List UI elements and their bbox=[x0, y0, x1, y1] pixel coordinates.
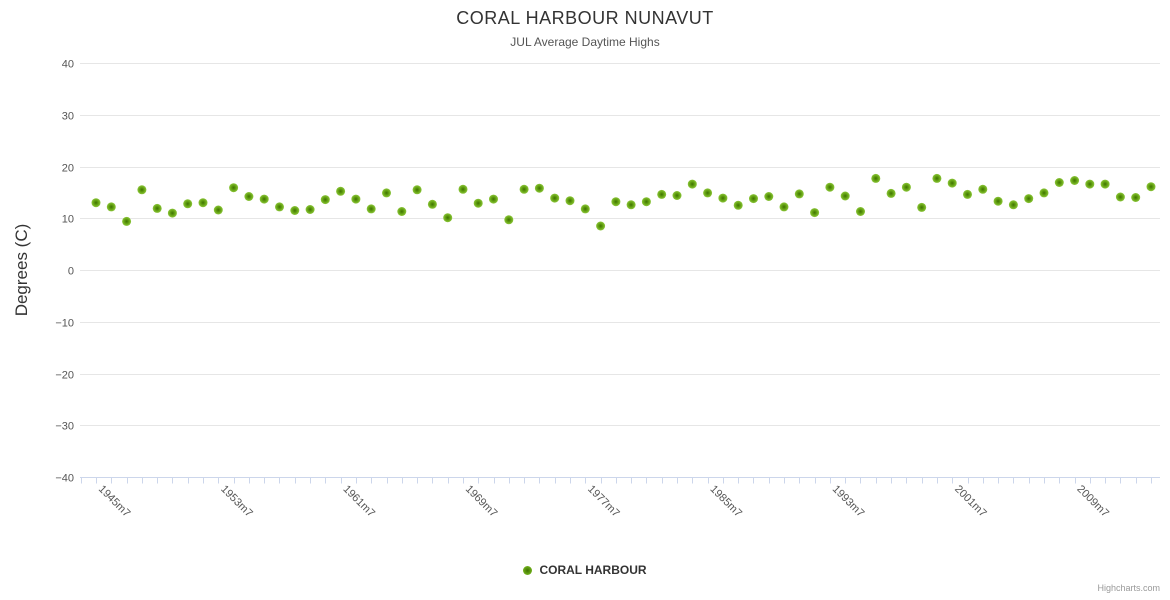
data-point[interactable] bbox=[397, 207, 407, 216]
data-point[interactable] bbox=[229, 183, 239, 193]
data-point[interactable] bbox=[1070, 176, 1080, 185]
data-point[interactable] bbox=[244, 192, 254, 201]
data-point[interactable] bbox=[1008, 200, 1018, 210]
data-point[interactable] bbox=[412, 185, 422, 195]
y-axis-tick-label: −30 bbox=[55, 421, 74, 433]
chart-title: CORAL HARBOUR NUNAVUT bbox=[456, 8, 714, 28]
data-point[interactable] bbox=[1100, 179, 1110, 189]
y-axis-tick-label: 0 bbox=[68, 266, 74, 278]
data-point[interactable] bbox=[871, 173, 881, 183]
data-point[interactable] bbox=[993, 196, 1003, 206]
y-axis-tick-label: 10 bbox=[62, 214, 74, 226]
data-point[interactable] bbox=[534, 183, 544, 193]
data-point[interactable] bbox=[1115, 192, 1125, 202]
data-point[interactable] bbox=[856, 207, 865, 216]
x-axis-tick-label: 1953m7 bbox=[218, 483, 255, 520]
data-point[interactable] bbox=[213, 205, 223, 215]
data-point[interactable] bbox=[1146, 182, 1156, 192]
data-point[interactable] bbox=[427, 199, 437, 209]
data-point[interactable] bbox=[825, 182, 835, 192]
data-point[interactable] bbox=[366, 204, 376, 214]
data-point[interactable] bbox=[351, 194, 361, 204]
x-axis-tick-label: 2001m7 bbox=[952, 483, 989, 520]
data-point[interactable] bbox=[137, 185, 147, 195]
y-axis-tick-label: −20 bbox=[55, 370, 74, 382]
data-point[interactable] bbox=[259, 194, 269, 204]
data-point[interactable] bbox=[550, 193, 560, 203]
data-point[interactable] bbox=[641, 197, 651, 207]
data-point[interactable] bbox=[947, 178, 957, 188]
x-axis-tick-label: 1969m7 bbox=[463, 483, 500, 520]
data-point[interactable] bbox=[657, 189, 667, 199]
data-point[interactable] bbox=[198, 198, 208, 208]
data-point[interactable] bbox=[320, 195, 330, 205]
y-axis-tick-label: −10 bbox=[55, 318, 74, 330]
data-point[interactable] bbox=[917, 202, 927, 212]
data-point[interactable] bbox=[733, 200, 743, 210]
x-axis-tick-label: 1993m7 bbox=[830, 483, 867, 520]
data-point[interactable] bbox=[1024, 194, 1034, 204]
data-point[interactable] bbox=[794, 189, 804, 199]
data-point[interactable] bbox=[1039, 188, 1049, 198]
data-point[interactable] bbox=[687, 179, 697, 189]
data-point[interactable] bbox=[1054, 178, 1064, 187]
data-point[interactable] bbox=[458, 184, 468, 194]
data-point[interactable] bbox=[810, 208, 820, 218]
x-axis-tick-label: 1977m7 bbox=[585, 483, 622, 520]
data-point[interactable] bbox=[275, 202, 284, 212]
data-point[interactable] bbox=[519, 184, 529, 194]
data-point[interactable] bbox=[779, 202, 789, 212]
legend-item[interactable]: CORAL HARBOUR bbox=[0, 563, 1170, 577]
data-point[interactable] bbox=[336, 186, 346, 196]
chart-subtitle: JUL Average Daytime Highs bbox=[510, 35, 660, 49]
legend-marker-icon bbox=[523, 565, 533, 575]
data-point[interactable] bbox=[489, 194, 498, 204]
data-point[interactable] bbox=[91, 198, 101, 208]
data-point[interactable] bbox=[932, 173, 942, 183]
x-axis-tick-label: 2009m7 bbox=[1074, 483, 1111, 520]
data-point[interactable] bbox=[764, 192, 774, 201]
y-axis-title: Degrees (C) bbox=[12, 224, 31, 317]
data-point[interactable] bbox=[886, 188, 896, 198]
data-point[interactable] bbox=[382, 188, 391, 198]
data-point[interactable] bbox=[963, 189, 972, 199]
data-point[interactable] bbox=[703, 188, 713, 198]
data-point[interactable] bbox=[290, 206, 300, 215]
data-point[interactable] bbox=[978, 184, 988, 194]
data-point[interactable] bbox=[565, 196, 575, 206]
data-point[interactable] bbox=[504, 215, 514, 225]
data-point[interactable] bbox=[1085, 179, 1095, 189]
data-point[interactable] bbox=[749, 194, 758, 204]
y-axis-tick-label: 30 bbox=[62, 111, 74, 123]
data-point[interactable] bbox=[152, 203, 162, 213]
data-point[interactable] bbox=[611, 197, 621, 207]
y-axis-tick-label: 40 bbox=[62, 59, 74, 71]
data-point[interactable] bbox=[901, 182, 911, 192]
highcharts-credit-link[interactable]: Highcharts.com bbox=[1097, 583, 1160, 593]
data-point[interactable] bbox=[718, 193, 728, 203]
data-point[interactable] bbox=[580, 204, 590, 214]
data-point[interactable] bbox=[1131, 193, 1141, 202]
y-axis-tick-label: −40 bbox=[55, 473, 74, 485]
data-point[interactable] bbox=[443, 213, 453, 223]
data-point[interactable] bbox=[840, 191, 850, 201]
x-axis-tick-label: 1945m7 bbox=[96, 483, 133, 520]
data-point[interactable] bbox=[106, 202, 116, 212]
data-point[interactable] bbox=[626, 200, 636, 210]
data-point[interactable] bbox=[183, 199, 193, 209]
x-axis-tick-label: 1961m7 bbox=[341, 483, 378, 520]
data-point[interactable] bbox=[672, 191, 682, 200]
x-axis-tick-label: 1985m7 bbox=[707, 483, 744, 520]
legend-label: CORAL HARBOUR bbox=[539, 563, 647, 577]
data-point[interactable] bbox=[122, 216, 132, 226]
data-point[interactable] bbox=[167, 208, 177, 218]
data-point[interactable] bbox=[305, 205, 315, 214]
y-axis-tick-label: 20 bbox=[62, 163, 74, 175]
data-point[interactable] bbox=[596, 221, 606, 231]
data-point[interactable] bbox=[473, 198, 483, 208]
